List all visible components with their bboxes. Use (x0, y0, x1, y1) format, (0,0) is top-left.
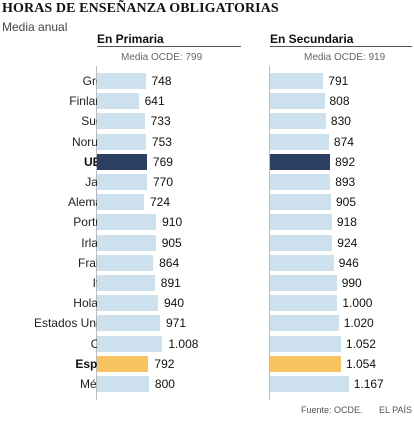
bar-secundaria (270, 234, 333, 251)
value-label-primaria: 971 (166, 316, 187, 331)
bar-secundaria (270, 254, 334, 271)
bar-primaria (97, 335, 163, 352)
value-label-primaria: 891 (160, 276, 181, 290)
bar-primaria (97, 214, 157, 231)
bar-secundaria (270, 295, 338, 312)
value-label-secundaria: 808 (329, 94, 350, 109)
chart-title: HORAS DE ENSEÑANZA OBLIGATORIAS (2, 1, 279, 16)
panel-title-secundaria: En Secundaria (270, 32, 354, 46)
chart-subtitle: Media anual (2, 20, 68, 34)
value-label-secundaria: 946 (338, 255, 359, 270)
value-label-primaria: 864 (159, 255, 180, 270)
value-label-primaria: 641 (144, 94, 165, 109)
bar-secundaria (270, 315, 339, 332)
bar-secundaria (270, 275, 337, 291)
value-label-primaria: 905 (161, 235, 182, 250)
bar-primaria (97, 254, 154, 271)
value-label-primaria: 733 (150, 114, 171, 129)
bar-primaria (97, 194, 144, 211)
oecd-average-primaria: Media OCDE: 799 (121, 52, 203, 63)
value-label-secundaria: 1.167 (353, 377, 384, 391)
bar-primaria (97, 73, 146, 89)
bar-primaria (97, 133, 146, 150)
source-note: Fuente: OCDE. (301, 405, 363, 415)
value-label-secundaria: 893 (335, 175, 356, 189)
value-label-secundaria: 990 (341, 276, 362, 290)
value-label-primaria: 940 (164, 296, 185, 311)
credit-note: EL PAÍS (379, 405, 413, 415)
bar-secundaria (270, 113, 326, 130)
value-label-secundaria: 1.020 (343, 316, 374, 331)
value-label-secundaria: 924 (337, 235, 358, 250)
panel-title-primaria: En Primaria (97, 32, 164, 46)
oecd-average-secundaria: Media OCDE: 919 (304, 52, 386, 63)
bar-primaria (97, 93, 139, 110)
bar-primaria (97, 234, 156, 251)
bar-secundaria (270, 93, 325, 110)
axis-line-primaria (96, 66, 97, 400)
panel-rule-secundaria (270, 46, 412, 47)
bar-primaria (97, 275, 155, 291)
bar-secundaria (270, 214, 332, 231)
bar-secundaria (270, 73, 324, 89)
bar-primaria (97, 174, 147, 190)
bar-primaria (97, 315, 160, 332)
value-label-primaria: 792 (154, 356, 175, 371)
value-label-secundaria: 1.052 (345, 336, 376, 351)
bar-secundaria (270, 376, 349, 392)
value-label-secundaria: 918 (336, 215, 357, 230)
value-label-secundaria: 1.000 (342, 296, 373, 311)
bar-primaria (97, 113, 145, 130)
axis-line-secundaria (269, 66, 270, 400)
value-label-primaria: 724 (150, 195, 171, 210)
value-label-primaria: 769 (152, 154, 173, 169)
bar-secundaria (270, 174, 331, 190)
value-label-secundaria: 1.054 (346, 356, 377, 371)
bar-secundaria (270, 355, 341, 372)
value-label-primaria: 753 (151, 134, 172, 149)
country-label: Estados Unidos (33, 316, 118, 331)
value-label-primaria: 800 (154, 377, 175, 391)
bar-primaria (97, 376, 149, 392)
bar-secundaria (270, 133, 329, 150)
value-label-primaria: 1.008 (168, 336, 199, 351)
value-label-secundaria: 905 (336, 195, 357, 210)
bar-secundaria (270, 335, 341, 352)
value-label-secundaria: 892 (335, 154, 356, 169)
value-label-primaria: 910 (162, 215, 183, 230)
bar-primaria (97, 355, 149, 372)
value-label-secundaria: 791 (328, 74, 349, 88)
value-label-primaria: 748 (151, 74, 172, 88)
bar-primaria (97, 295, 158, 312)
bar-secundaria (270, 194, 331, 211)
panel-rule-primaria (97, 46, 241, 47)
value-label-secundaria: 874 (333, 134, 354, 149)
value-label-primaria: 770 (153, 175, 174, 189)
bar-secundaria (270, 153, 331, 170)
value-label-secundaria: 830 (330, 114, 351, 129)
bar-primaria (97, 153, 147, 170)
